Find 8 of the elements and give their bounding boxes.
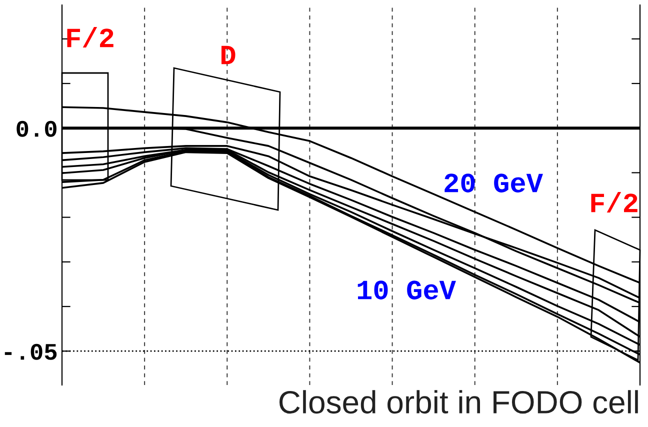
annotation: 20 GeV (444, 174, 543, 192)
annotation: 10 GeV (358, 280, 456, 300)
annotation: D (221, 46, 236, 64)
text: Closed orbit in FODO cell (279, 390, 638, 414)
y-tick-label: -.05 (4, 344, 57, 360)
y-tick-label: 0.0 (16, 120, 56, 137)
annotation: F/2 (67, 27, 114, 48)
annotation: F/2 (591, 192, 638, 212)
